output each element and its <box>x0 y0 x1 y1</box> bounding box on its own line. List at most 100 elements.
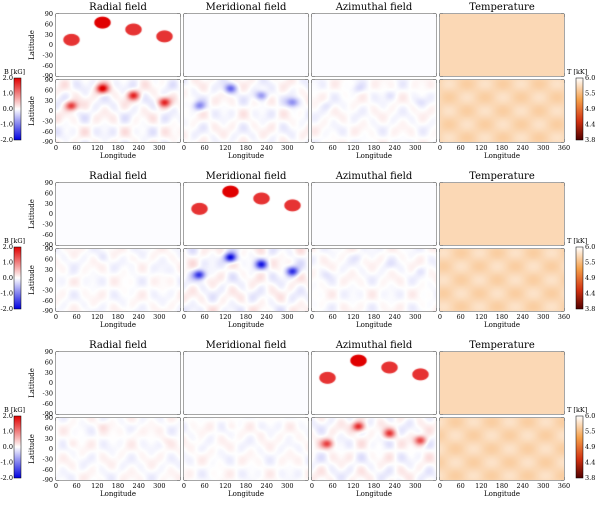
b-colorbar-tick: -2.0 <box>0 474 13 482</box>
t-colorbar-label: T [kK] <box>567 237 587 245</box>
t-colorbar-tick: 4.9 <box>585 274 595 282</box>
x-tick-label: 120 <box>91 313 103 321</box>
x-tick-label: 300 <box>409 313 421 321</box>
map-raster <box>56 14 180 76</box>
y-tick-label: -60 <box>43 231 53 239</box>
panel-title: Meridional field <box>206 171 287 182</box>
x-tick-label: 0 <box>438 313 442 321</box>
b-colorbar <box>13 415 22 479</box>
x-tick-label: 360 <box>558 144 570 152</box>
map-raster <box>440 80 564 142</box>
b-colorbar-tick: -1.0 <box>0 121 13 129</box>
y-tick-label: 60 <box>45 256 53 264</box>
b-colorbar-tick: 0.0 <box>3 443 13 451</box>
x-tick-label: 0 <box>182 144 186 152</box>
y-tick-label: -30 <box>43 456 53 464</box>
x-tick-label: 0 <box>438 144 442 152</box>
t-colorbar-tick: 4.9 <box>585 443 595 451</box>
b-colorbar-label: B [kG] <box>4 406 25 414</box>
x-tick-label: 240 <box>516 144 528 152</box>
t-colorbar-tick: 3.8 <box>585 136 595 144</box>
y-tick-label: -30 <box>43 221 53 229</box>
map-raster <box>312 80 436 142</box>
t-colorbar-label: T [kK] <box>567 68 587 76</box>
t-colorbar-tick: 4.4 <box>585 290 595 298</box>
x-tick-label: 60 <box>201 144 209 152</box>
panel-title: Meridional field <box>206 340 287 351</box>
y-tick-label: 30 <box>45 266 53 274</box>
x-tick-label: 120 <box>475 313 487 321</box>
x-tick-label: 60 <box>457 313 465 321</box>
y-axis-label: Latitude <box>28 368 36 398</box>
map-raster <box>184 80 308 142</box>
x-tick-label: 240 <box>516 482 528 490</box>
b-colorbar-tick: 2.0 <box>3 243 13 251</box>
x-tick-label: 60 <box>201 313 209 321</box>
t-colorbar-tick: 4.9 <box>585 105 595 113</box>
x-tick-label: 300 <box>153 313 165 321</box>
x-tick-label: 60 <box>73 144 81 152</box>
x-tick-label: 240 <box>388 144 400 152</box>
x-tick-label: 0 <box>310 313 314 321</box>
b-colorbar <box>13 77 22 141</box>
y-tick-label: -90 <box>43 410 53 418</box>
x-tick-label: 180 <box>496 313 508 321</box>
map-raster <box>440 352 564 414</box>
b-colorbar-label: B [kG] <box>4 237 25 245</box>
t-colorbar-tick: 5.5 <box>585 428 595 436</box>
y-tick-label: 0 <box>49 210 53 218</box>
x-tick-label: 300 <box>281 313 293 321</box>
x-tick-label: 120 <box>91 482 103 490</box>
t-colorbar-label: T [kK] <box>567 406 587 414</box>
y-tick-label: 90 <box>45 76 53 84</box>
x-tick-label: 60 <box>457 144 465 152</box>
t-colorbar <box>575 246 584 310</box>
y-axis-label: Latitude <box>28 30 36 60</box>
panel-title: Radial field <box>89 171 147 182</box>
x-tick-label: 300 <box>409 144 421 152</box>
x-tick-label: 120 <box>475 482 487 490</box>
t-colorbar-tick: 3.8 <box>585 474 595 482</box>
x-tick-label: 180 <box>496 482 508 490</box>
b-colorbar-tick: 1.0 <box>3 259 13 267</box>
panel-title: Azimuthal field <box>335 340 413 351</box>
b-colorbar <box>13 246 22 310</box>
y-tick-label: -60 <box>43 128 53 136</box>
y-tick-label: -30 <box>43 118 53 126</box>
map-raster <box>184 352 308 414</box>
x-tick-label: 60 <box>201 482 209 490</box>
y-tick-label: -30 <box>43 390 53 398</box>
x-tick-label: 240 <box>516 313 528 321</box>
x-tick-label: 240 <box>132 482 144 490</box>
x-tick-label: 300 <box>537 313 549 321</box>
t-colorbar <box>575 415 584 479</box>
x-tick-label: 60 <box>73 313 81 321</box>
x-tick-label: 0 <box>54 144 58 152</box>
y-tick-label: 0 <box>49 445 53 453</box>
x-tick-label: 180 <box>368 482 380 490</box>
b-colorbar-tick: 0.0 <box>3 105 13 113</box>
map-raster <box>184 249 308 311</box>
y-tick-label: -60 <box>43 297 53 305</box>
map-raster <box>440 183 564 245</box>
x-tick-label: 0 <box>54 482 58 490</box>
y-tick-label: 60 <box>45 190 53 198</box>
x-tick-label: 180 <box>240 144 252 152</box>
b-colorbar-tick: 1.0 <box>3 428 13 436</box>
x-tick-label: 180 <box>368 313 380 321</box>
x-tick-label: 180 <box>112 313 124 321</box>
x-tick-label: 120 <box>347 313 359 321</box>
map-raster <box>56 249 180 311</box>
x-tick-label: 0 <box>182 313 186 321</box>
x-axis-label: Longitude <box>484 152 520 160</box>
x-tick-label: 240 <box>132 144 144 152</box>
x-axis-label: Longitude <box>228 152 264 160</box>
y-tick-label: -60 <box>43 466 53 474</box>
panel-title: Azimuthal field <box>335 2 413 13</box>
panel-title: Radial field <box>89 340 147 351</box>
x-tick-label: 240 <box>260 482 272 490</box>
t-colorbar-tick: 6.0 <box>585 243 595 251</box>
x-tick-label: 60 <box>329 313 337 321</box>
y-tick-label: 0 <box>49 379 53 387</box>
y-axis-label: Latitude <box>28 199 36 229</box>
